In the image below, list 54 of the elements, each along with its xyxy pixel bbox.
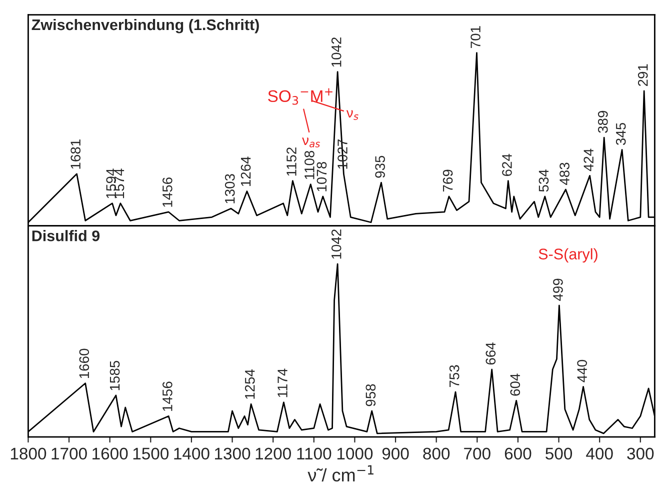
x-tick-label: 500: [546, 448, 572, 460]
x-tick-label: 1100: [297, 448, 332, 460]
annotation: 1042: [331, 37, 342, 67]
x-tick-label: 400: [586, 448, 613, 460]
annotation: 1108: [304, 150, 314, 180]
annotation: 440: [577, 360, 587, 382]
x-tick-label: 1400: [174, 448, 210, 460]
x-tick-label: 1200: [256, 448, 291, 460]
x-tick-label: 1600: [92, 448, 128, 460]
x-tick-label: 1000: [337, 448, 373, 460]
annotation: 935: [375, 156, 385, 178]
annotation: 345: [616, 122, 626, 146]
annotation: 1254: [244, 369, 255, 399]
annotation: ν$_{as}$: [302, 138, 320, 148]
annotation: 1303: [224, 174, 235, 204]
annotation: 701: [470, 26, 480, 48]
annotation: 1456: [162, 178, 172, 207]
annotation: 664: [486, 342, 496, 365]
annotation: 1078: [316, 162, 327, 192]
chart-title: Disulfid 9: [32, 230, 100, 242]
annotation: 424: [584, 148, 594, 172]
x-tick-label: 700: [464, 448, 490, 460]
annotation: SO$_{3}$$^{−}$M$^{+}$: [268, 88, 332, 105]
annotation: 534: [538, 169, 549, 192]
annotation: 389: [598, 110, 608, 133]
annotation: 1681: [70, 140, 81, 169]
annotation: 291: [638, 64, 648, 86]
x-tick-label: 1700: [52, 448, 87, 460]
annotation: ν$_{s}$: [346, 110, 358, 120]
x-tick-label: 1300: [215, 448, 250, 460]
annotation: 1660: [79, 348, 90, 378]
x-tick-label: 300: [627, 448, 654, 460]
annotation: 499: [553, 278, 563, 301]
x-tick-label: 1800: [10, 448, 46, 460]
annotation: 1042: [331, 230, 342, 259]
annotation: 1152: [286, 148, 296, 176]
annotation: 1456: [162, 382, 172, 411]
x-tick-label: 800: [423, 448, 450, 460]
x-tick-label: 900: [382, 448, 409, 460]
annotation: 1174: [278, 368, 288, 398]
annotation: 1264: [240, 156, 251, 186]
annotation: 753: [449, 365, 460, 388]
chart-title: Zwischenverbindung (1.Schritt): [32, 18, 259, 34]
text: S-S(aryl): [538, 248, 598, 262]
annotation: 769: [442, 170, 453, 192]
annotation: 483: [560, 162, 570, 186]
annotation: 1585: [110, 360, 120, 390]
x-tick-label: 1500: [133, 448, 169, 460]
annotation: 958: [366, 384, 376, 406]
annotation: 1027: [338, 140, 348, 169]
annotation: 624: [502, 154, 512, 176]
x-tick-label: 600: [504, 448, 532, 460]
x-axis-title: ν̃ / cm$^{−1}$: [308, 465, 374, 482]
annotation: 604: [510, 374, 520, 396]
